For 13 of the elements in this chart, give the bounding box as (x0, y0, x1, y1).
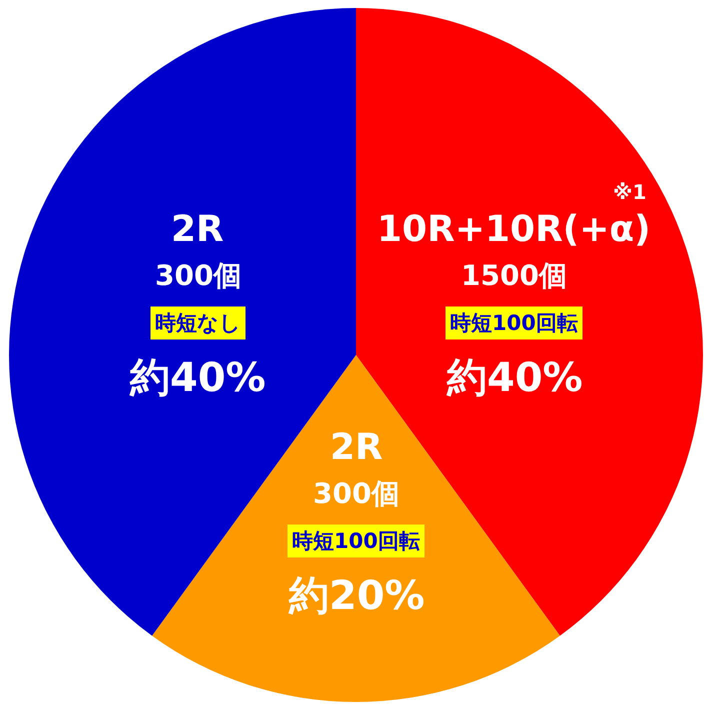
text: 300個 (155, 259, 242, 292)
text: 1500個 (461, 259, 567, 292)
text: 時短100回転 (292, 529, 420, 553)
text: 300個 (313, 477, 400, 510)
text: 時短100回転 (450, 311, 578, 335)
data-label: 約40% (446, 355, 583, 401)
slice-label: 10R+10R(+α) (377, 209, 651, 250)
data-label: 約40% (129, 355, 266, 401)
slice-label: 2R (330, 427, 383, 468)
text: ※1 (613, 180, 646, 204)
text: 時短なし (155, 311, 241, 335)
data-label: 約20% (288, 573, 425, 619)
slice-label: 2R (171, 209, 224, 250)
